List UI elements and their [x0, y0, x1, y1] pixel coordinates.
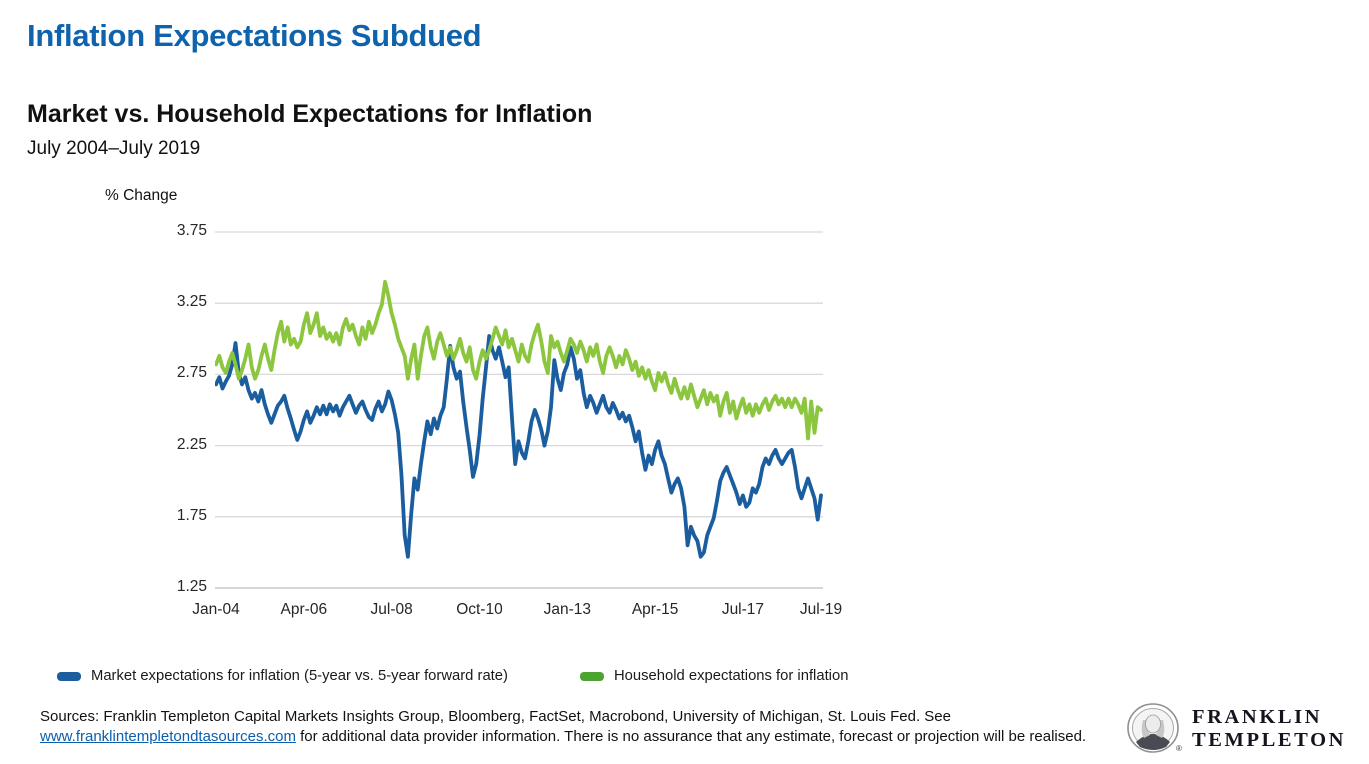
y-tick-label-3.25: 3.25: [176, 293, 207, 311]
market-legend-label: Market expectations for inflation (5-yea…: [91, 668, 508, 684]
household-legend-label: Household expectations for inflation: [614, 668, 849, 684]
ben-franklin-portrait-icon: ®: [1126, 702, 1186, 756]
x-tick-label-Jan-13: Jan-13: [543, 601, 591, 618]
logo-wordmark: FRANKLIN TEMPLETON: [1192, 706, 1346, 752]
y-tick-label-2.25: 2.25: [176, 435, 207, 453]
chart-canvas: [215, 231, 823, 589]
data-sources-link[interactable]: www.franklintempletondtasources.com: [40, 728, 296, 745]
page-title: Inflation Expectations Subdued: [27, 18, 482, 53]
x-tick-label-Jul-17: Jul-17: [721, 601, 765, 618]
sources-line2: for additional data provider information…: [295, 728, 1087, 745]
registered-mark: ®: [1176, 744, 1182, 753]
x-tick-label-Apr-06: Apr-06: [280, 601, 328, 618]
y-axis-title: % Change: [105, 187, 178, 204]
franklin-templeton-logo: ® FRANKLIN TEMPLETON: [1126, 702, 1346, 756]
x-tick-label-Jan-04: Jan-04: [192, 601, 240, 618]
household-legend-swatch: [580, 671, 604, 681]
household-expectations-line: [215, 279, 823, 441]
chart-title: Market vs. Household Expectations for In…: [27, 100, 593, 128]
x-tick-label-Oct-10: Oct-10: [456, 601, 503, 618]
sources-line1: Sources: Franklin Templeton Capital Mark…: [40, 708, 951, 725]
line-chart: [215, 225, 823, 597]
sources-text: Sources: Franklin Templeton Capital Mark…: [40, 707, 1110, 747]
y-tick-label-1.75: 1.75: [176, 506, 207, 524]
legend-item-household: Household expectations for inflation: [580, 668, 848, 684]
logo-line1: FRANKLIN: [1192, 706, 1323, 728]
chart-period: July 2004–July 2019: [27, 138, 201, 159]
logo-line2: TEMPLETON: [1192, 729, 1347, 751]
y-tick-label-1.25: 1.25: [176, 578, 207, 595]
x-tick-label-Jul-08: Jul-08: [370, 601, 413, 618]
market-expectations-line: [215, 334, 823, 559]
x-tick-label-Apr-15: Apr-15: [631, 601, 679, 618]
market-legend-swatch: [57, 671, 81, 681]
y-tick-label-3.75: 3.75: [176, 222, 207, 239]
y-tick-label-2.75: 2.75: [176, 364, 207, 382]
legend-item-market: Market expectations for inflation (5-yea…: [57, 668, 508, 684]
x-tick-label-Jul-19: Jul-19: [799, 601, 843, 618]
